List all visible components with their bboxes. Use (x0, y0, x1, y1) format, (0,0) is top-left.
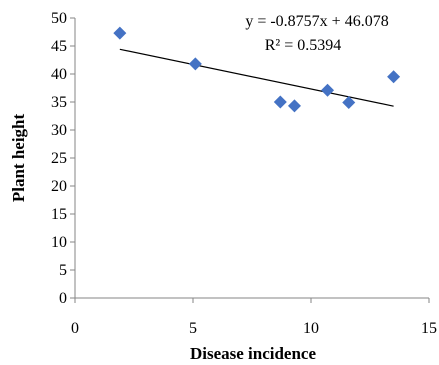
data-points (113, 26, 401, 113)
y-axis-label: Plant height (9, 114, 28, 203)
y-tick-label: 20 (51, 178, 67, 195)
x-axis-label: Disease incidence (190, 344, 317, 363)
x-tick-label: 5 (189, 320, 197, 337)
x-tick-label: 15 (421, 320, 437, 337)
trendline-equation: y = -0.8757x + 46.078 (245, 13, 388, 30)
r-squared-label: R² = 0.5394 (265, 37, 342, 54)
y-tick-label: 30 (51, 122, 67, 139)
data-point (287, 99, 301, 113)
x-tick-label: 0 (71, 320, 79, 337)
y-tick-label: 0 (59, 290, 67, 307)
x-axis-ticks: 0 5 10 15 (71, 298, 437, 337)
y-tick-label: 45 (51, 38, 67, 55)
y-tick-label: 25 (51, 150, 67, 167)
y-tick-label: 35 (51, 94, 67, 111)
data-point (387, 70, 401, 84)
y-tick-label: 50 (51, 10, 67, 27)
y-tick-label: 40 (51, 66, 67, 83)
data-point (188, 57, 202, 71)
data-point (342, 96, 356, 110)
y-axis-ticks: 0 5 10 15 20 25 30 35 40 45 50 (51, 10, 75, 307)
x-tick-label: 10 (303, 320, 319, 337)
y-tick-label: 5 (59, 262, 67, 279)
y-tick-label: 15 (51, 206, 67, 223)
data-point (321, 83, 335, 97)
data-point (113, 26, 127, 40)
data-point (273, 95, 287, 109)
y-tick-label: 10 (51, 234, 67, 251)
axes (74, 18, 429, 299)
trendline (119, 48, 394, 107)
